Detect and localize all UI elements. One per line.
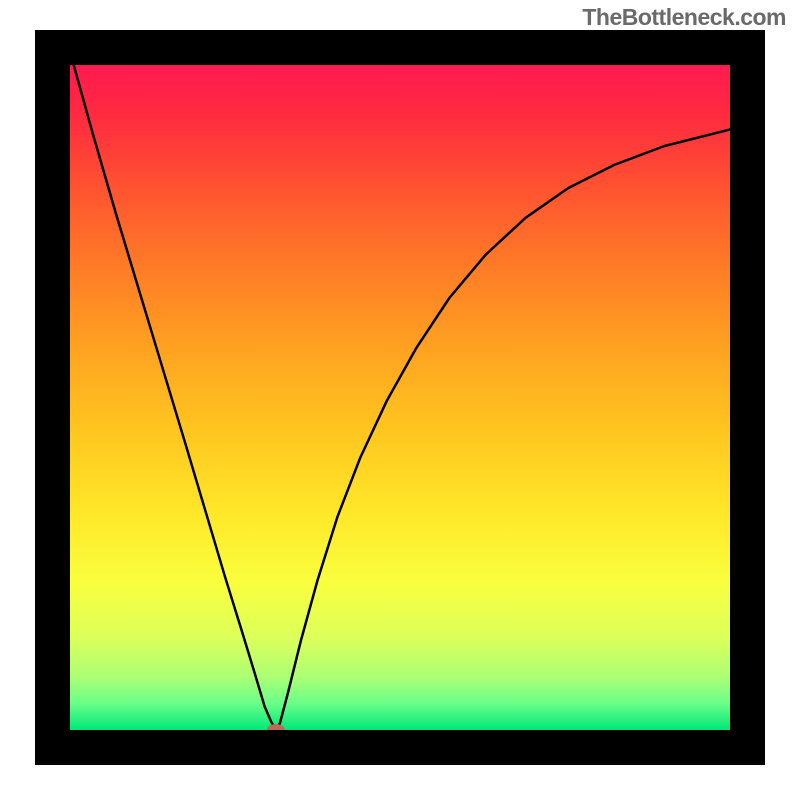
watermark-text: TheBottleneck.com: [582, 4, 786, 31]
bottleneck-chart: [0, 0, 800, 800]
chart-container: TheBottleneck.com: [0, 0, 800, 800]
plot-gradient-background: [70, 65, 730, 730]
